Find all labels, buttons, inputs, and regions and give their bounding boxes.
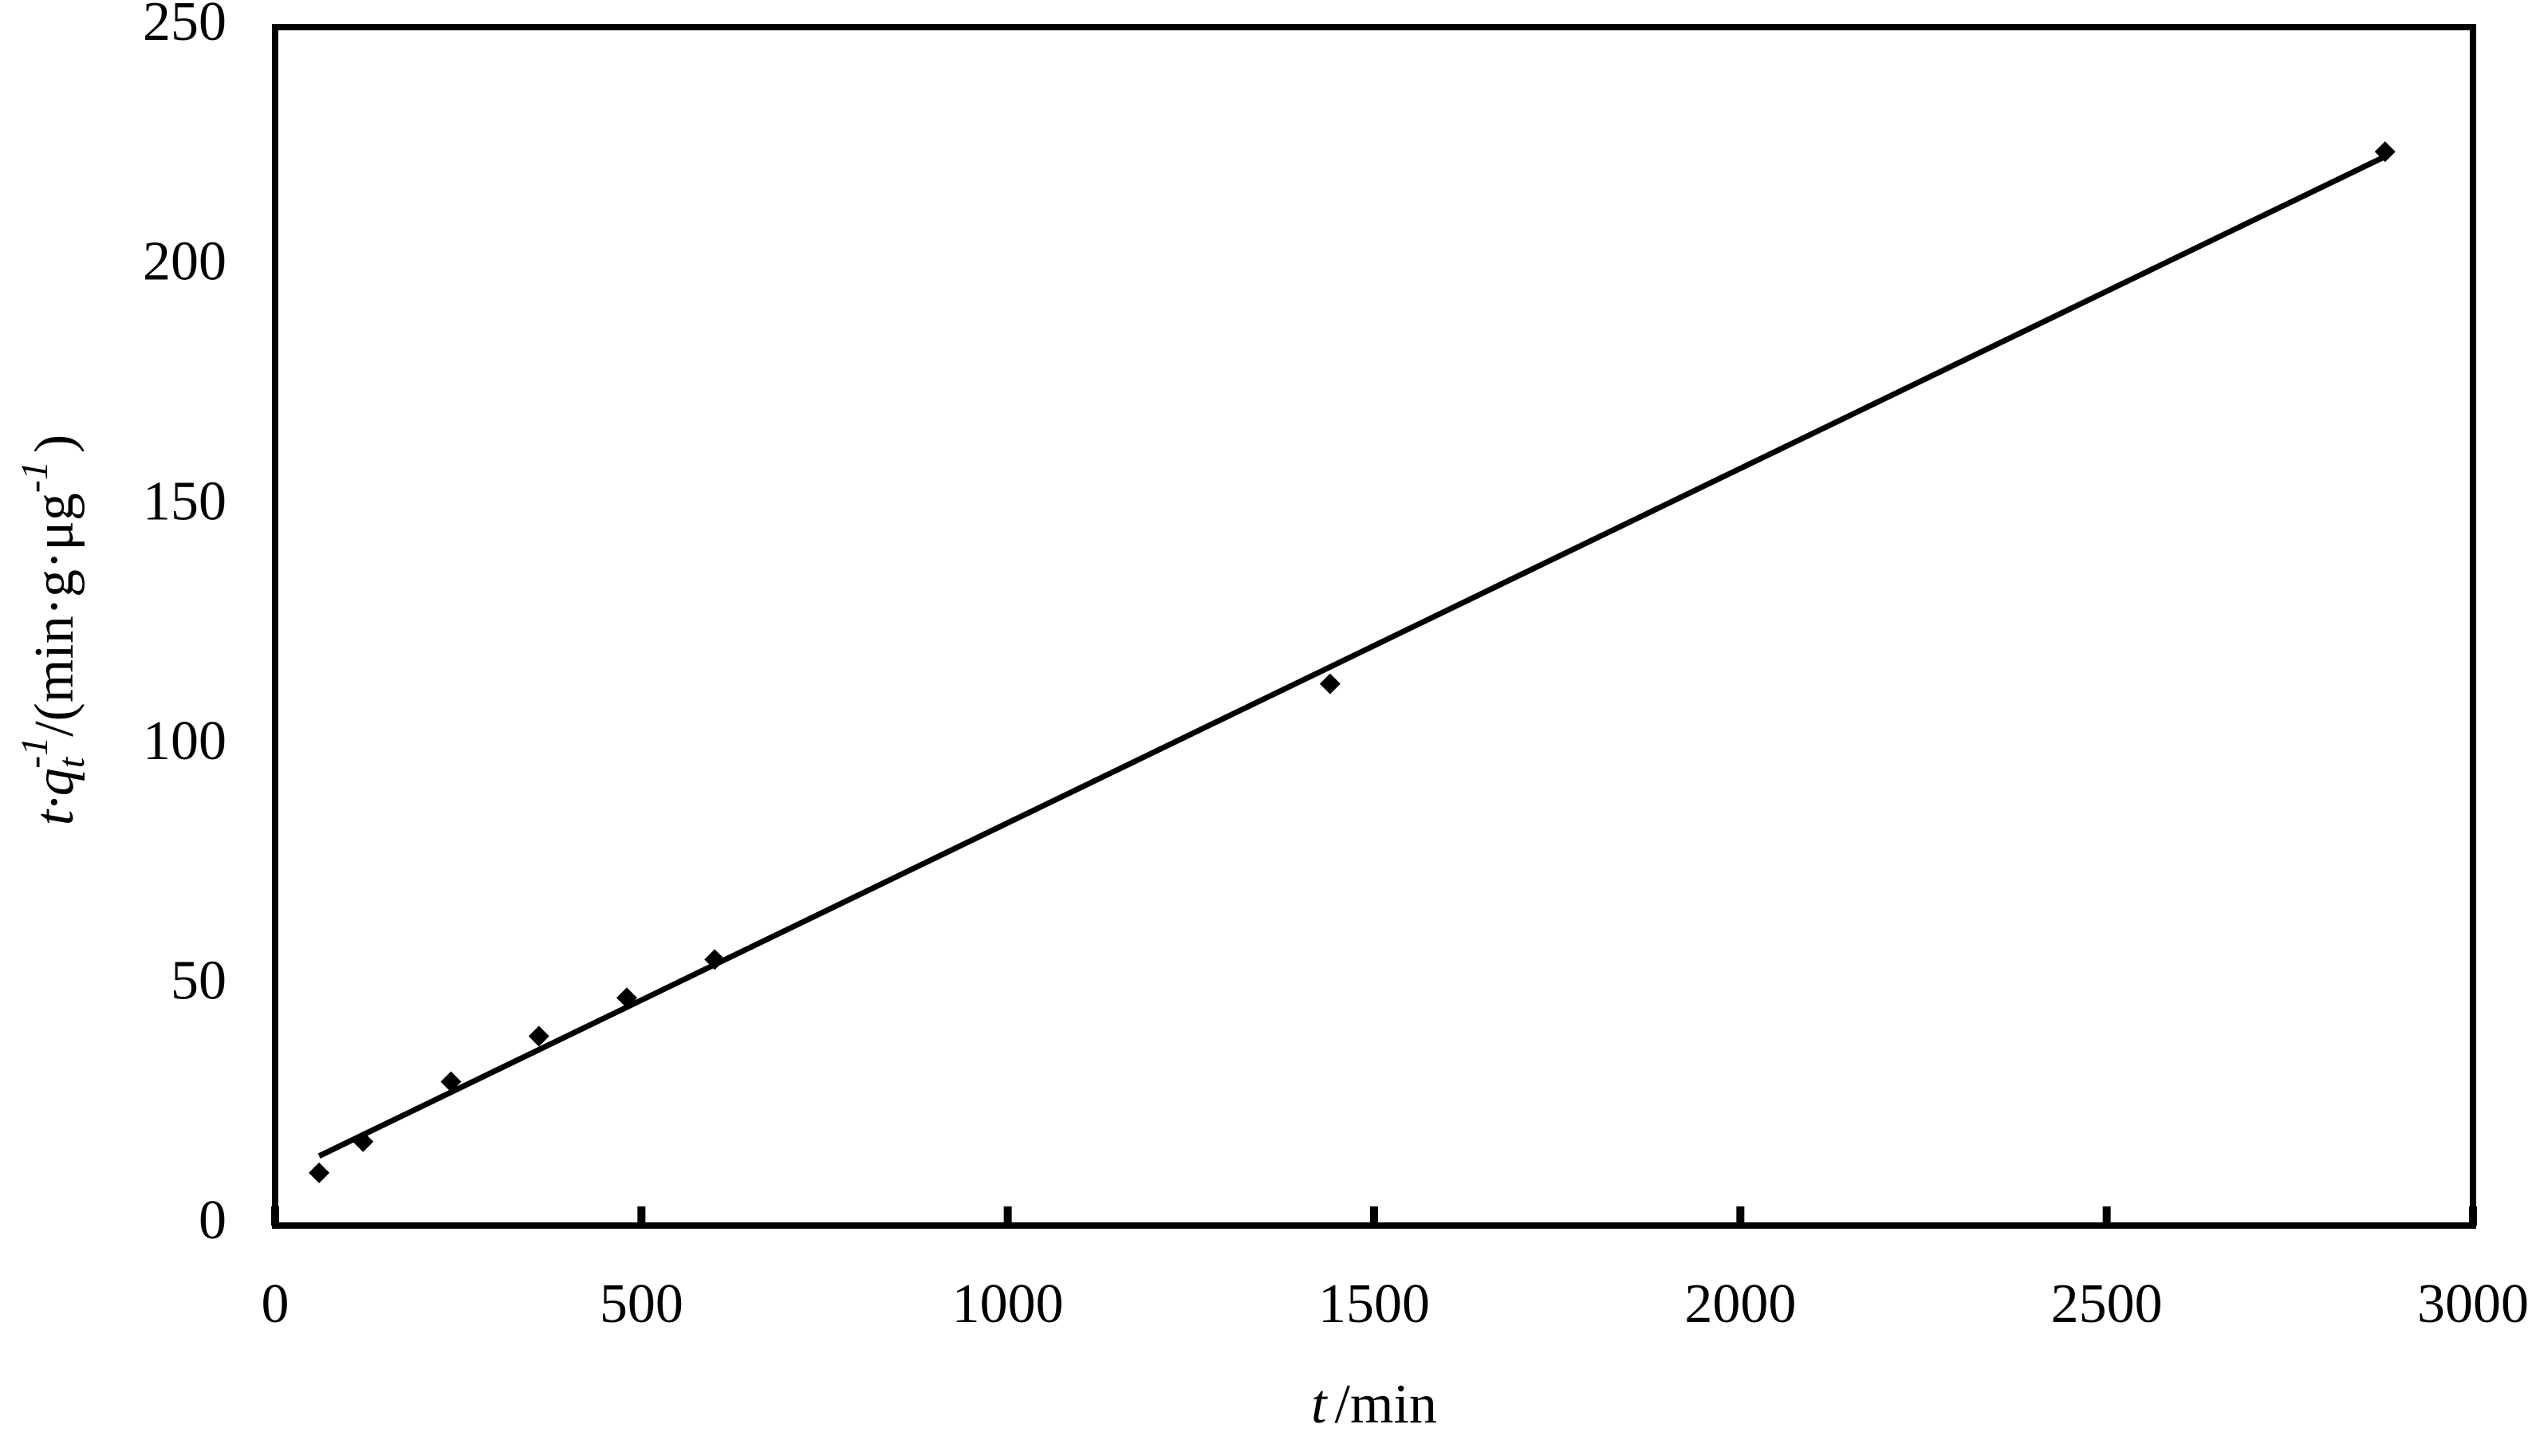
x-tick-label: 1000 [952,1273,1064,1335]
y-label-part: t·q [24,768,85,825]
plot-frame [272,24,2476,1229]
y-label-part: ) [24,435,85,453]
data-point [352,1131,374,1152]
data-point [528,1025,549,1047]
x-tick-label: 1500 [1318,1273,1430,1335]
y-tick-label: 200 [143,231,226,293]
y-axis-label: t·qt-1/(min·g·μg-1) [14,435,93,825]
x-tick-label: 2500 [2051,1273,2163,1335]
data-point [616,987,637,1009]
y-tick-label: 0 [199,1190,226,1251]
x-label-part: t [1311,1374,1328,1435]
y-label-part: /(min·g·μg [24,493,85,737]
y-tick-label: 250 [143,0,226,53]
x-label-part: /min [1335,1374,1437,1435]
data-point [309,1162,330,1183]
y-tick-label: 100 [143,710,226,772]
x-tick-label: 500 [600,1273,683,1335]
x-tick-label: 2000 [1684,1273,1796,1335]
data-point [2374,141,2396,163]
y-label-part: -1 [14,461,56,493]
x-tick-label: 0 [262,1273,289,1335]
data-point [1319,673,1341,695]
data-point [440,1071,462,1092]
y-tick-label: 150 [143,470,226,532]
x-tick-label: 3000 [2417,1273,2529,1335]
y-label-part: -1 [14,737,56,769]
y-label-part: t [50,756,93,768]
data-point [704,949,726,970]
trend-line [317,154,2387,1159]
x-axis-label: t/min [1311,1374,1437,1435]
y-tick-label: 50 [171,950,226,1011]
